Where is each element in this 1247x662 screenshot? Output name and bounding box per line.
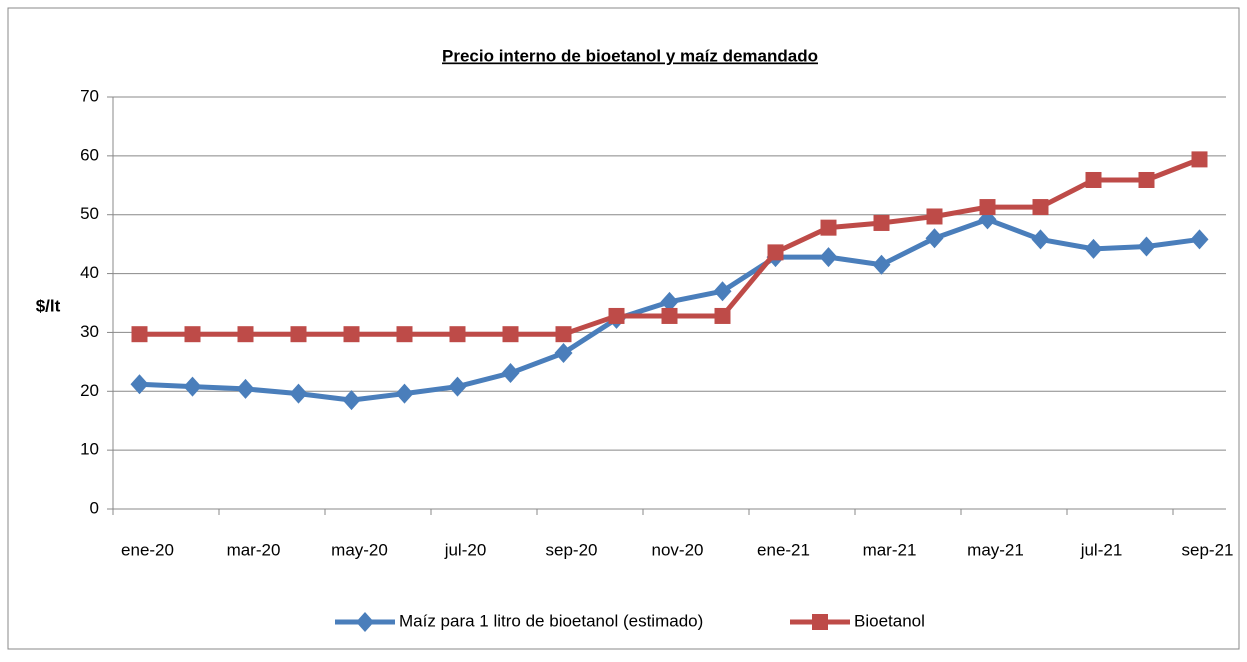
data-point (448, 376, 467, 397)
data-point (502, 326, 519, 343)
x-tick-label: sep-20 (546, 540, 598, 559)
x-tick-label: sep-21 (1182, 540, 1234, 559)
data-point (237, 326, 254, 343)
data-point (449, 326, 466, 343)
data-point (289, 383, 308, 404)
legend-label: Maíz para 1 litro de bioetanol (estimado… (399, 611, 703, 630)
data-point (714, 307, 731, 324)
chart-title: Precio interno de bioetanol y maíz deman… (442, 46, 818, 65)
x-tick-label: may-21 (967, 540, 1024, 559)
data-point (131, 326, 148, 343)
y-tick-label: 0 (90, 498, 99, 517)
data-point (979, 199, 996, 216)
data-point (661, 307, 678, 324)
y-tick-label: 20 (80, 381, 99, 400)
data-point (1138, 171, 1155, 188)
data-point (130, 374, 149, 395)
data-point (343, 326, 360, 343)
data-point (1190, 229, 1209, 250)
data-point (501, 363, 520, 384)
data-point (872, 254, 891, 275)
x-tick-label: may-20 (331, 540, 388, 559)
x-tick-label: ene-21 (757, 540, 810, 559)
data-point (555, 326, 572, 343)
data-point (1191, 151, 1208, 168)
data-point (1032, 199, 1049, 216)
y-tick-label: 60 (80, 145, 99, 164)
x-tick-label: nov-20 (652, 540, 704, 559)
x-tick-label: mar-20 (227, 540, 281, 559)
data-point (396, 326, 413, 343)
data-point (873, 214, 890, 231)
data-point (236, 378, 255, 399)
data-point (1031, 229, 1050, 250)
data-point (1137, 236, 1156, 257)
data-point (925, 228, 944, 249)
x-tick-label: mar-21 (863, 540, 917, 559)
legend-label: Bioetanol (854, 611, 925, 630)
legend-marker (812, 614, 828, 630)
y-tick-label: 40 (80, 263, 99, 282)
x-tick-label: jul-20 (444, 540, 487, 559)
data-point (290, 326, 307, 343)
y-tick-label: 10 (80, 440, 99, 459)
data-point (660, 291, 679, 312)
data-point (608, 307, 625, 324)
legend-marker (356, 612, 374, 632)
data-point (395, 383, 414, 404)
x-tick-label: jul-21 (1080, 540, 1123, 559)
data-point (819, 247, 838, 268)
data-point (926, 208, 943, 225)
y-axis-label: $/lt (36, 296, 61, 315)
data-point (554, 343, 573, 364)
x-tick-label: ene-20 (121, 540, 174, 559)
data-point (184, 326, 201, 343)
y-tick-label: 50 (80, 204, 99, 223)
data-point (342, 390, 361, 411)
data-point (1084, 238, 1103, 259)
y-tick-label: 30 (80, 322, 99, 341)
y-tick-label: 70 (80, 86, 99, 105)
data-point (713, 281, 732, 302)
data-point (183, 376, 202, 397)
data-point (1085, 171, 1102, 188)
data-point (820, 219, 837, 236)
data-point (767, 244, 784, 261)
chart-border (7, 7, 1240, 650)
